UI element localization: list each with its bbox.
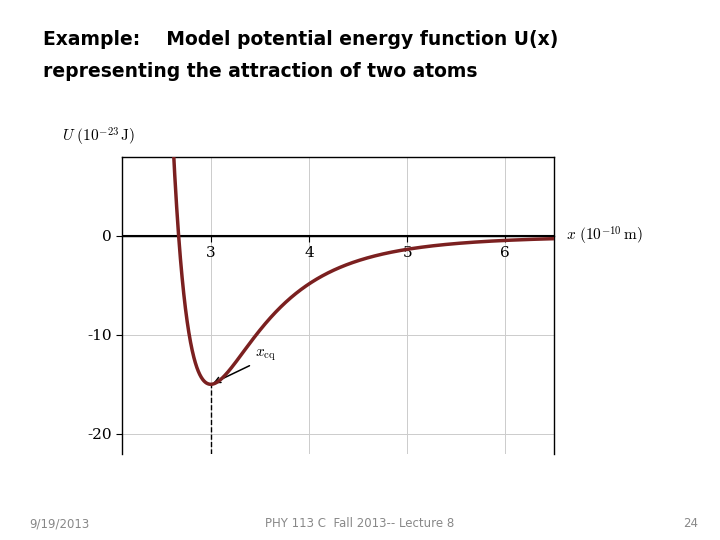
Text: PHY 113 C  Fall 2013-- Lecture 8: PHY 113 C Fall 2013-- Lecture 8 xyxy=(266,517,454,530)
Text: $x\ (10^{-10}\,\mathrm{m})$: $x\ (10^{-10}\,\mathrm{m})$ xyxy=(565,225,642,247)
Text: 24: 24 xyxy=(683,517,698,530)
Text: $U\ (10^{-23}\,\mathrm{J})$: $U\ (10^{-23}\,\mathrm{J})$ xyxy=(62,125,135,147)
Text: 9/19/2013: 9/19/2013 xyxy=(29,517,89,530)
Text: Example:    Model potential energy function U(x): Example: Model potential energy function… xyxy=(43,30,559,49)
Text: $x_{\mathrm{cq}}$: $x_{\mathrm{cq}}$ xyxy=(255,347,276,362)
Text: representing the attraction of two atoms: representing the attraction of two atoms xyxy=(43,62,477,81)
